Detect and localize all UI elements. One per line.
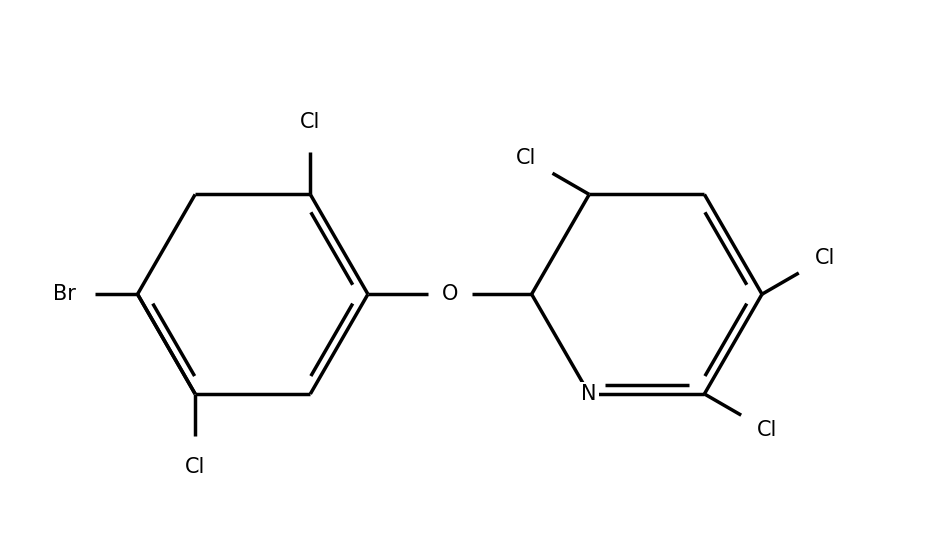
Text: Cl: Cl — [815, 248, 836, 268]
Text: N: N — [581, 384, 597, 404]
Text: Br: Br — [54, 284, 76, 304]
Text: Cl: Cl — [185, 457, 205, 477]
Text: O: O — [442, 284, 458, 304]
Text: Cl: Cl — [300, 112, 320, 132]
Text: Cl: Cl — [757, 420, 777, 440]
Text: Cl: Cl — [516, 148, 536, 168]
